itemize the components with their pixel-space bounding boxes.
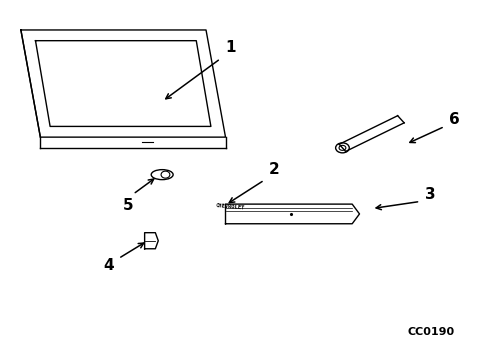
Circle shape bbox=[339, 145, 346, 150]
Text: 1: 1 bbox=[225, 40, 236, 55]
Text: 6: 6 bbox=[449, 112, 460, 127]
Text: 5: 5 bbox=[123, 198, 133, 212]
Ellipse shape bbox=[161, 171, 170, 178]
Text: 2: 2 bbox=[269, 162, 280, 177]
Ellipse shape bbox=[151, 170, 173, 180]
Text: 4: 4 bbox=[103, 258, 114, 273]
Text: CC0190: CC0190 bbox=[407, 327, 455, 337]
Text: 3: 3 bbox=[425, 187, 436, 202]
Circle shape bbox=[336, 143, 349, 153]
Text: CHEVROLET: CHEVROLET bbox=[216, 203, 245, 211]
